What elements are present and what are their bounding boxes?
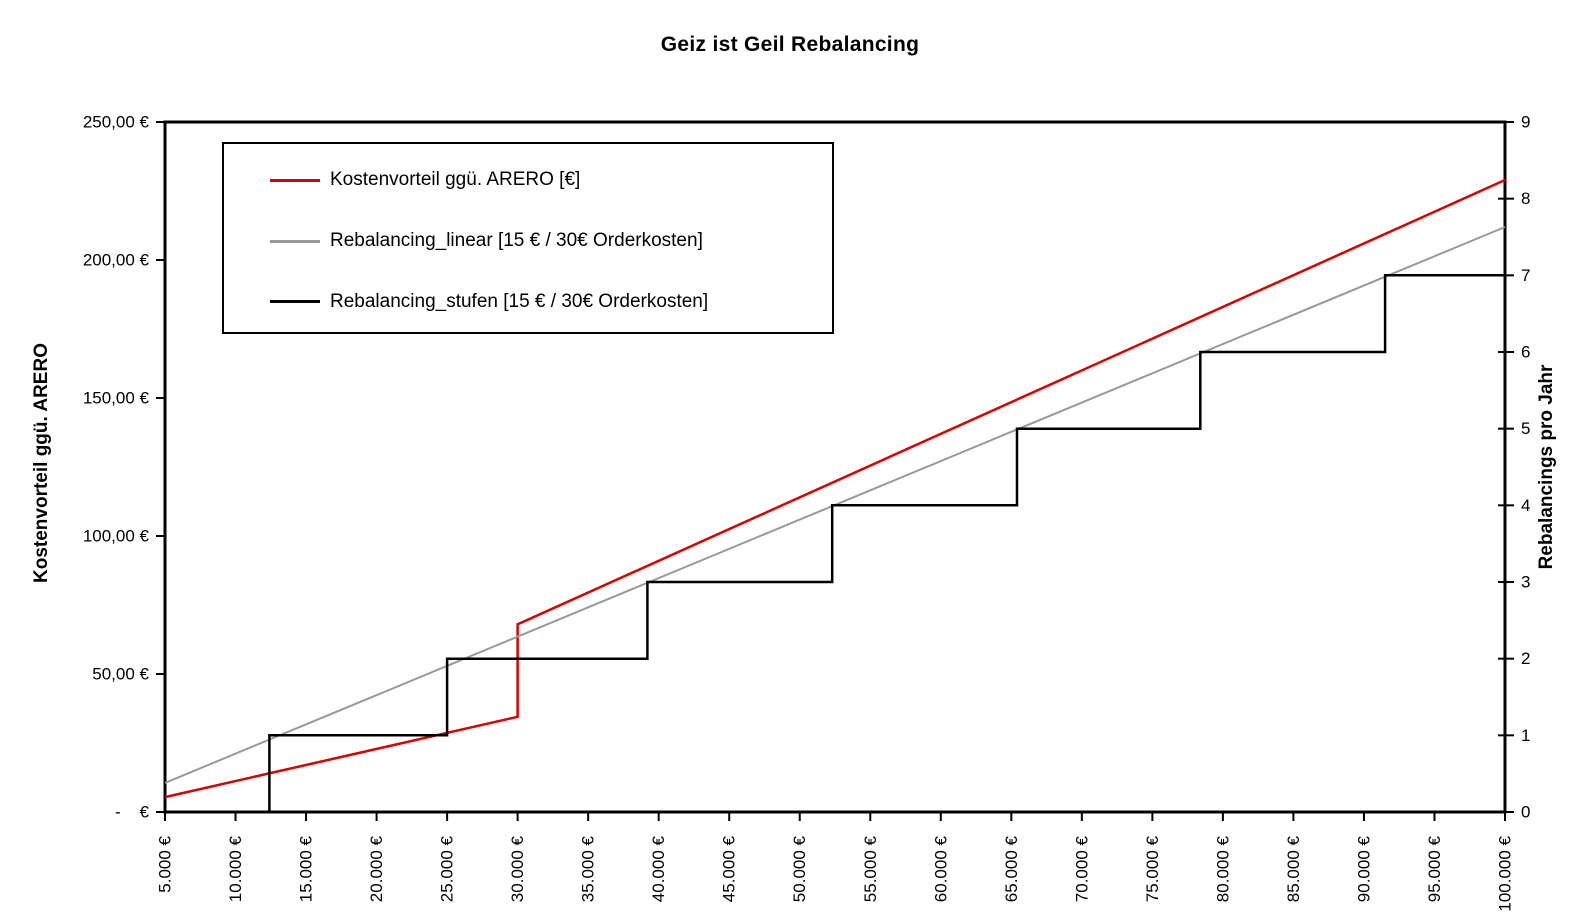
legend-line-kostenvorteil bbox=[270, 178, 320, 182]
x-tick-label: 60.000 € bbox=[931, 835, 950, 902]
y-left-tick-label: 150,00 € bbox=[83, 389, 150, 408]
x-tick-label: 45.000 € bbox=[720, 835, 739, 902]
x-tick-label: 85.000 € bbox=[1284, 835, 1303, 902]
series-line-2 bbox=[165, 274, 1505, 814]
y-left-tick-label: - € bbox=[115, 803, 150, 822]
x-tick-label: 90.000 € bbox=[1354, 835, 1373, 902]
y-right-tick-label: 7 bbox=[1521, 266, 1530, 285]
y-left-tick-label: 50,00 € bbox=[92, 665, 149, 684]
y-left-tick-label: 250,00 € bbox=[83, 113, 150, 132]
x-tick-label: 75.000 € bbox=[1143, 835, 1162, 902]
y-left-tick-label: 200,00 € bbox=[83, 251, 150, 270]
series-line-0 bbox=[164, 178, 1506, 799]
y-right-tick-label: 1 bbox=[1521, 726, 1530, 745]
y-right-tick-label: 5 bbox=[1521, 419, 1530, 438]
x-tick-label: 50.000 € bbox=[790, 835, 809, 902]
y-right-tick-label: 8 bbox=[1521, 189, 1530, 208]
chart-title: Geiz ist Geil Rebalancing bbox=[660, 33, 920, 56]
legend-label-rebalancing-linear: Rebalancing_linear [15 € / 30€ Orderkost… bbox=[330, 230, 703, 251]
legend-line-rebalancing-stufen bbox=[270, 300, 320, 304]
x-tick-label: 95.000 € bbox=[1425, 835, 1444, 902]
x-tick-label: 20.000 € bbox=[367, 835, 386, 902]
y-right-tick-label: 4 bbox=[1521, 496, 1530, 515]
y-right-tick-label: 2 bbox=[1521, 649, 1530, 668]
y-right-tick-label: 3 bbox=[1521, 573, 1530, 592]
x-tick-label: 10.000 € bbox=[226, 835, 245, 902]
legend-item-rebalancing-linear: Rebalancing_linear [15 € / 30€ Orderkost… bbox=[270, 211, 832, 272]
y-left-tick-label: 100,00 € bbox=[83, 527, 150, 546]
x-tick-label: 40.000 € bbox=[649, 835, 668, 902]
legend-label-kostenvorteil: Kostenvorteil ggü. ARERO [€] bbox=[330, 169, 581, 191]
legend: Kostenvorteil ggü. ARERO [€] Rebalancing… bbox=[222, 142, 834, 334]
legend-label-rebalancing-stufen: Rebalancing_stufen [15 € / 30€ Orderkost… bbox=[330, 290, 709, 312]
y-right-tick-label: 0 bbox=[1521, 803, 1530, 822]
x-tick-label: 35.000 € bbox=[579, 835, 598, 902]
x-tick-label: 5.000 € bbox=[156, 835, 175, 892]
legend-item-kostenvorteil: Kostenvorteil ggü. ARERO [€] bbox=[270, 150, 832, 211]
x-tick-label: 55.000 € bbox=[861, 835, 880, 902]
x-tick-label: 70.000 € bbox=[1072, 835, 1091, 902]
x-tick-label: 80.000 € bbox=[1213, 835, 1232, 902]
y-right-tick-label: 9 bbox=[1521, 113, 1530, 132]
x-tick-label: 100.000 € bbox=[1496, 835, 1515, 911]
legend-line-rebalancing-linear bbox=[270, 239, 320, 243]
legend-item-rebalancing-stufen: Rebalancing_stufen [15 € / 30€ Orderkost… bbox=[270, 271, 832, 332]
x-tick-label: 15.000 € bbox=[297, 835, 316, 902]
x-tick-label: 25.000 € bbox=[438, 835, 457, 902]
x-tick-label: 30.000 € bbox=[508, 835, 527, 902]
plot-border bbox=[163, 120, 1507, 814]
x-tick-label: 65.000 € bbox=[1002, 835, 1021, 902]
y-right-tick-label: 6 bbox=[1521, 343, 1530, 362]
